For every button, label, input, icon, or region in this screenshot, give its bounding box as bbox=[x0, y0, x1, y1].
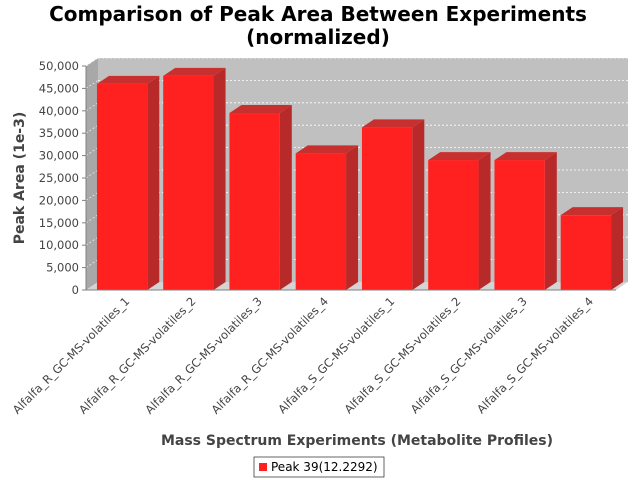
chart-title-line-1: Comparison of Peak Area Between Experime… bbox=[49, 2, 587, 26]
x-axis-title: Mass Spectrum Experiments (Metabolite Pr… bbox=[161, 433, 553, 449]
bar-top bbox=[560, 207, 624, 216]
bars bbox=[96, 67, 624, 290]
y-tick-label: 25,000 bbox=[39, 171, 79, 185]
x-tick-label: Alfalfa_S_GC-MS-volatiles_2 bbox=[341, 294, 463, 416]
bar bbox=[229, 105, 292, 290]
bar bbox=[96, 75, 160, 290]
gridline-left bbox=[85, 259, 99, 268]
y-tick-label: 40,000 bbox=[39, 104, 79, 118]
x-tick-label: Alfalfa_R_GC-MS-volatiles_2 bbox=[76, 294, 198, 416]
bar-front bbox=[163, 75, 214, 290]
x-tick-label: Alfalfa_S_GC-MS-volatiles_4 bbox=[474, 294, 596, 416]
chart-title-line-2: (normalized) bbox=[246, 25, 390, 49]
gridline-left bbox=[85, 214, 99, 224]
x-tick-label: Alfalfa_S_GC-MS-volatiles_1 bbox=[275, 294, 397, 416]
gridline-left bbox=[85, 236, 99, 246]
bar-side bbox=[478, 152, 491, 290]
legend-box bbox=[253, 456, 385, 478]
y-tick-label: 45,000 bbox=[39, 81, 79, 95]
bar-top bbox=[295, 145, 359, 154]
y-tick-label: 35,000 bbox=[39, 126, 79, 140]
bar-front bbox=[295, 153, 347, 290]
bar-front bbox=[494, 160, 545, 290]
gridline-left bbox=[85, 147, 99, 156]
bar-top bbox=[229, 105, 292, 114]
bar bbox=[428, 152, 491, 290]
bar-top bbox=[163, 67, 226, 76]
y-tick-label: 15,000 bbox=[39, 216, 79, 230]
bar-top bbox=[494, 152, 557, 161]
y-tick-label: 50,000 bbox=[39, 59, 79, 73]
plot-left-wall bbox=[86, 58, 98, 290]
bar bbox=[560, 207, 624, 290]
bar-side bbox=[279, 105, 292, 290]
bar bbox=[295, 145, 359, 290]
bar-top bbox=[428, 152, 491, 161]
bar-side bbox=[147, 75, 160, 290]
x-tick-label: Alfalfa_R_GC-MS-volatiles_1 bbox=[10, 294, 132, 416]
gridline-left bbox=[85, 192, 99, 201]
legend-label: Peak 39(12.2292) bbox=[271, 460, 378, 474]
x-tick-label: Alfalfa_R_GC-MS-volatiles_3 bbox=[142, 294, 264, 416]
x-tick-label: Alfalfa_S_GC-MS-volatiles_3 bbox=[408, 294, 530, 416]
y-tick-label: 20,000 bbox=[39, 193, 79, 207]
bar-side bbox=[412, 119, 425, 290]
gridline-left bbox=[85, 169, 99, 179]
bar-front bbox=[361, 127, 413, 290]
y-tick-label: 5,000 bbox=[46, 261, 79, 275]
gridline-left bbox=[85, 102, 99, 112]
gridline-left bbox=[85, 124, 99, 134]
bar-front bbox=[96, 83, 148, 290]
legend: Peak 39(12.2292) bbox=[253, 456, 385, 478]
y-tick-label: 30,000 bbox=[39, 149, 79, 163]
bar bbox=[163, 67, 226, 290]
bar-side bbox=[346, 145, 359, 290]
bar bbox=[361, 119, 425, 290]
bar-front bbox=[428, 160, 479, 290]
bar-top bbox=[96, 75, 160, 84]
bar-top bbox=[361, 119, 425, 128]
bar-front bbox=[229, 113, 280, 290]
y-axis-title: Peak Area (1e-3) bbox=[12, 112, 28, 245]
y-tick-label: 0 bbox=[72, 283, 79, 297]
gridline-left bbox=[85, 57, 99, 67]
x-axis: Alfalfa_R_GC-MS-volatiles_1Alfalfa_R_GC-… bbox=[10, 289, 616, 417]
bar-side bbox=[611, 207, 624, 290]
bar bbox=[494, 152, 557, 290]
bar-front bbox=[560, 215, 612, 290]
legend-swatch bbox=[259, 463, 267, 471]
x-tick-label: Alfalfa_R_GC-MS-volatiles_4 bbox=[209, 294, 331, 416]
y-axis: 0 5,000 10,000 15,000 20,000 25,000 30,000 35,0… bbox=[39, 59, 87, 297]
bar-side bbox=[544, 152, 557, 290]
bar-side bbox=[213, 67, 226, 290]
gridline-left bbox=[85, 80, 99, 89]
y-tick-label: 10,000 bbox=[39, 238, 79, 252]
